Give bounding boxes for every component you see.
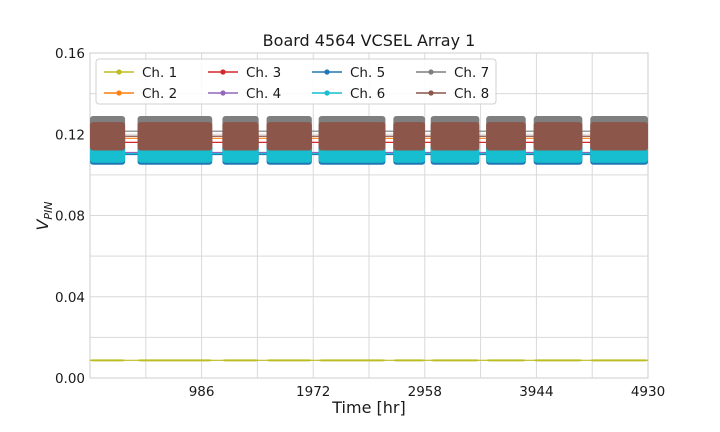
series-band (222, 359, 259, 362)
legend-marker (220, 90, 226, 96)
series-band (533, 122, 583, 151)
y-tick-label: 0.16 (55, 46, 85, 62)
grid (90, 53, 648, 378)
legend-marker (324, 90, 330, 96)
legend-marker (116, 90, 122, 96)
series-band (222, 122, 259, 151)
series-band (90, 122, 126, 151)
legend: Ch. 1 Ch. 2 Ch. 3 Ch. 4 Ch. 5 Ch. 6 Ch. 7 Ch. 8 (95, 58, 497, 105)
x-tick-label: 4930 (631, 384, 665, 400)
series-band (266, 122, 312, 151)
series-8 (90, 122, 648, 151)
x-axis-label: Time [hr] (331, 398, 405, 417)
legend-label: Ch. 6 (350, 86, 385, 102)
x-tick-label: 3944 (519, 384, 553, 400)
y-axis-label-main: V (33, 219, 52, 231)
y-tick-label: 0.00 (55, 371, 85, 387)
series-band (90, 359, 126, 362)
series-band (393, 359, 426, 362)
series-band (266, 359, 312, 362)
legend-label: Ch. 3 (246, 65, 281, 81)
legend-label: Ch. 5 (350, 65, 385, 81)
legend-label: Ch. 8 (454, 86, 489, 102)
legend-box (95, 58, 497, 105)
series-layer (90, 115, 648, 362)
y-tick-label: 0.04 (55, 290, 85, 306)
series-band (430, 122, 480, 151)
series-band (393, 122, 426, 151)
y-tick-label: 0.12 (55, 127, 85, 143)
legend-label: Ch. 4 (246, 86, 281, 102)
legend-marker (220, 69, 226, 75)
series-band (318, 122, 386, 151)
ticks: 0.00 0.04 0.08 0.12 0.16 986 1972 2958 3944 4930 (55, 46, 665, 400)
y-tick-label: 0.08 (55, 209, 85, 225)
series-band (590, 122, 648, 151)
series-band (486, 359, 526, 362)
x-tick-label: 2958 (408, 384, 442, 400)
legend-marker (428, 69, 434, 75)
series-band (318, 359, 386, 362)
legend-marker (428, 90, 434, 96)
legend-marker (324, 69, 330, 75)
legend-label: Ch. 1 (142, 65, 177, 81)
series-band (590, 359, 648, 362)
x-tick-label: 986 (189, 384, 215, 400)
x-tick-label: 1972 (296, 384, 330, 400)
legend-label: Ch. 7 (454, 65, 489, 81)
series-band (430, 359, 480, 362)
legend-marker (116, 69, 122, 75)
chart-title: Board 4564 VCSEL Array 1 (263, 31, 476, 50)
legend-label: Ch. 2 (142, 86, 177, 102)
series-band (137, 122, 213, 151)
series-band (137, 359, 213, 362)
y-axis-label-sub: PIN (42, 201, 55, 219)
series-band (533, 359, 583, 362)
series-band (486, 122, 526, 151)
series-1 (90, 359, 648, 362)
y-axis-label: VPIN (33, 201, 55, 230)
